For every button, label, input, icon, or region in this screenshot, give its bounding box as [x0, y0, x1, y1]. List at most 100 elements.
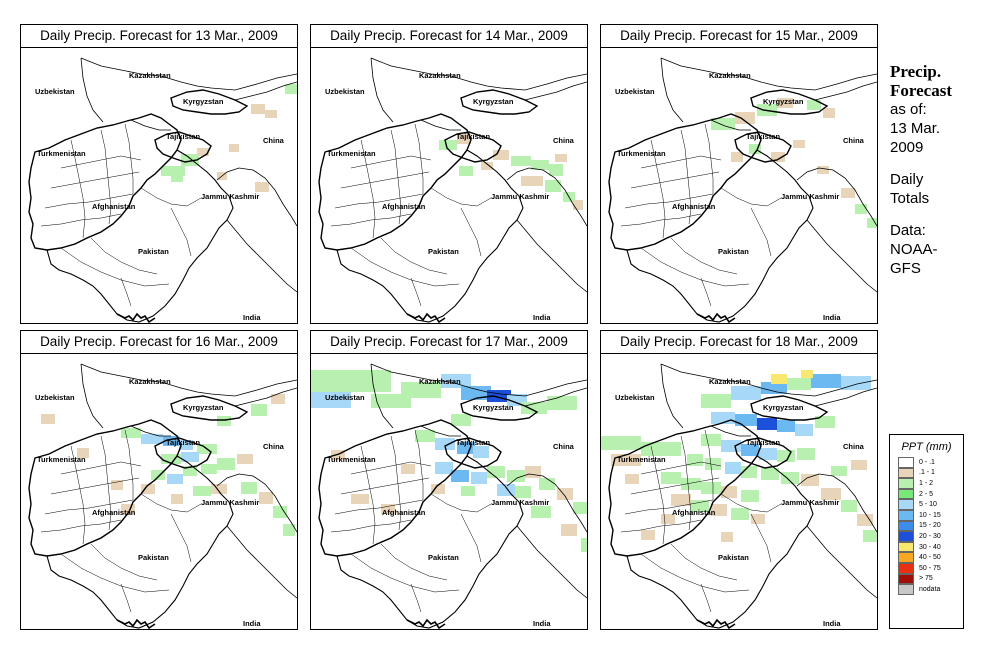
precip-cell [237, 454, 253, 464]
province-border [410, 277, 422, 307]
map-label-uzbekistan: Uzbekistan [325, 393, 365, 402]
precip-cell [857, 514, 873, 526]
province-border [700, 583, 712, 613]
map-label-pakistan: Pakistan [428, 553, 459, 562]
province-border [70, 139, 86, 239]
province-border [704, 429, 714, 500]
precip-cell [217, 416, 231, 426]
map-label-jammu-kashmir: Jammu Kashmir [201, 192, 259, 201]
precip-cell [731, 152, 743, 162]
map-label-kyrgyzstan: Kyrgyzstan [473, 403, 514, 412]
precip-cell [141, 484, 155, 494]
as-of-year: 2009 [890, 139, 924, 156]
legend-swatch [898, 520, 914, 532]
legend-rows: 0 - .1 .1 - 1 1 - 2 2 - 5 5 - 10 10 - 15 15 - … [890, 457, 963, 595]
precip-cell [171, 494, 183, 504]
tajikistan-border [734, 437, 792, 469]
precip-cell [771, 152, 785, 162]
province-border [640, 247, 750, 287]
precip-cell [831, 466, 847, 476]
precip-cell [211, 484, 227, 494]
province-border [100, 129, 112, 225]
precip-cell [507, 470, 525, 482]
map-label-kazakhstan: Kazakhstan [419, 71, 461, 80]
precip-cell [549, 164, 563, 176]
india-border [226, 525, 297, 599]
legend-label: 0 - .1 [919, 458, 935, 466]
precip-cell [311, 392, 351, 408]
precip-cell [461, 486, 475, 496]
kyrgyzstan-border [750, 89, 829, 115]
province-border [624, 193, 714, 209]
map-label-pakistan: Pakistan [718, 247, 749, 256]
country-borders [608, 57, 877, 323]
precip-cell [401, 382, 441, 398]
legend-swatch [898, 509, 914, 521]
province-border [350, 461, 432, 475]
precip-cell [759, 448, 777, 460]
province-border [680, 129, 692, 225]
precip-cell [161, 166, 185, 176]
province-border [380, 237, 448, 275]
precip-cell [863, 530, 877, 542]
map-label-uzbekistan: Uzbekistan [615, 87, 655, 96]
precip-cells [711, 98, 877, 228]
precip-cell [141, 434, 163, 444]
precip-cell [171, 174, 183, 182]
as-of-label: as of: [890, 101, 927, 118]
panel-title: Daily Precip. Forecast for 13 Mar., 2009 [20, 24, 298, 48]
map-label-kazakhstan: Kazakhstan [419, 377, 461, 386]
map-label-pakistan: Pakistan [138, 553, 169, 562]
coastline [696, 312, 736, 323]
precip-cell [181, 154, 199, 166]
province-border [340, 477, 430, 495]
map-label-kazakhstan: Kazakhstan [129, 71, 171, 80]
precip-cell [285, 84, 297, 94]
province-border [124, 123, 134, 194]
map-label-china: China [263, 442, 285, 451]
kashmir-border [216, 473, 297, 533]
data-line1: Data: [890, 222, 926, 239]
precip-cell [581, 538, 587, 552]
province-border [334, 499, 424, 515]
legend-swatch [898, 562, 914, 574]
precip-cell [181, 452, 199, 462]
map-label-turkmenistan: Turkmenistan [37, 455, 86, 464]
precip-cell [561, 524, 577, 536]
kashmir-border [216, 167, 297, 227]
precip-cell [531, 160, 549, 170]
province-border [60, 461, 142, 475]
uzbekistan-border [370, 363, 394, 429]
precip-cell [193, 486, 211, 496]
precip-cell [531, 506, 551, 518]
map-label-jammu-kashmir: Jammu Kashmir [491, 498, 549, 507]
kyrgyzstan-border [170, 89, 249, 115]
province-border [630, 171, 720, 189]
country-borders [28, 363, 297, 629]
precip-cell [841, 188, 855, 198]
precip-cell [435, 462, 453, 474]
precip-cell [481, 162, 493, 170]
precip-cell [641, 442, 681, 456]
precip-cell [197, 148, 209, 156]
province-border [460, 207, 482, 257]
precip-cell [451, 414, 471, 426]
precip-cell [841, 500, 857, 512]
precip-cell [777, 98, 793, 108]
precip-cell [711, 504, 727, 516]
map-label-afghanistan: Afghanistan [672, 508, 716, 517]
precip-cell [415, 430, 435, 442]
province-border [120, 277, 132, 307]
kashmir-border [796, 473, 877, 533]
precip-cell [761, 382, 787, 394]
map-label-afghanistan: Afghanistan [92, 202, 136, 211]
province-border [90, 543, 158, 581]
uzbekistan-border [370, 57, 394, 123]
province-border [40, 519, 122, 533]
map-label-uzbekistan: Uzbekistan [35, 393, 75, 402]
province-border [640, 461, 722, 475]
province-border [414, 429, 424, 500]
forecast-map: Kazakhstan Uzbekistan Kyrgyzstan Tajikistan… [310, 48, 588, 324]
data-line2: NOAA- [890, 241, 938, 258]
precip-cell [867, 218, 877, 228]
